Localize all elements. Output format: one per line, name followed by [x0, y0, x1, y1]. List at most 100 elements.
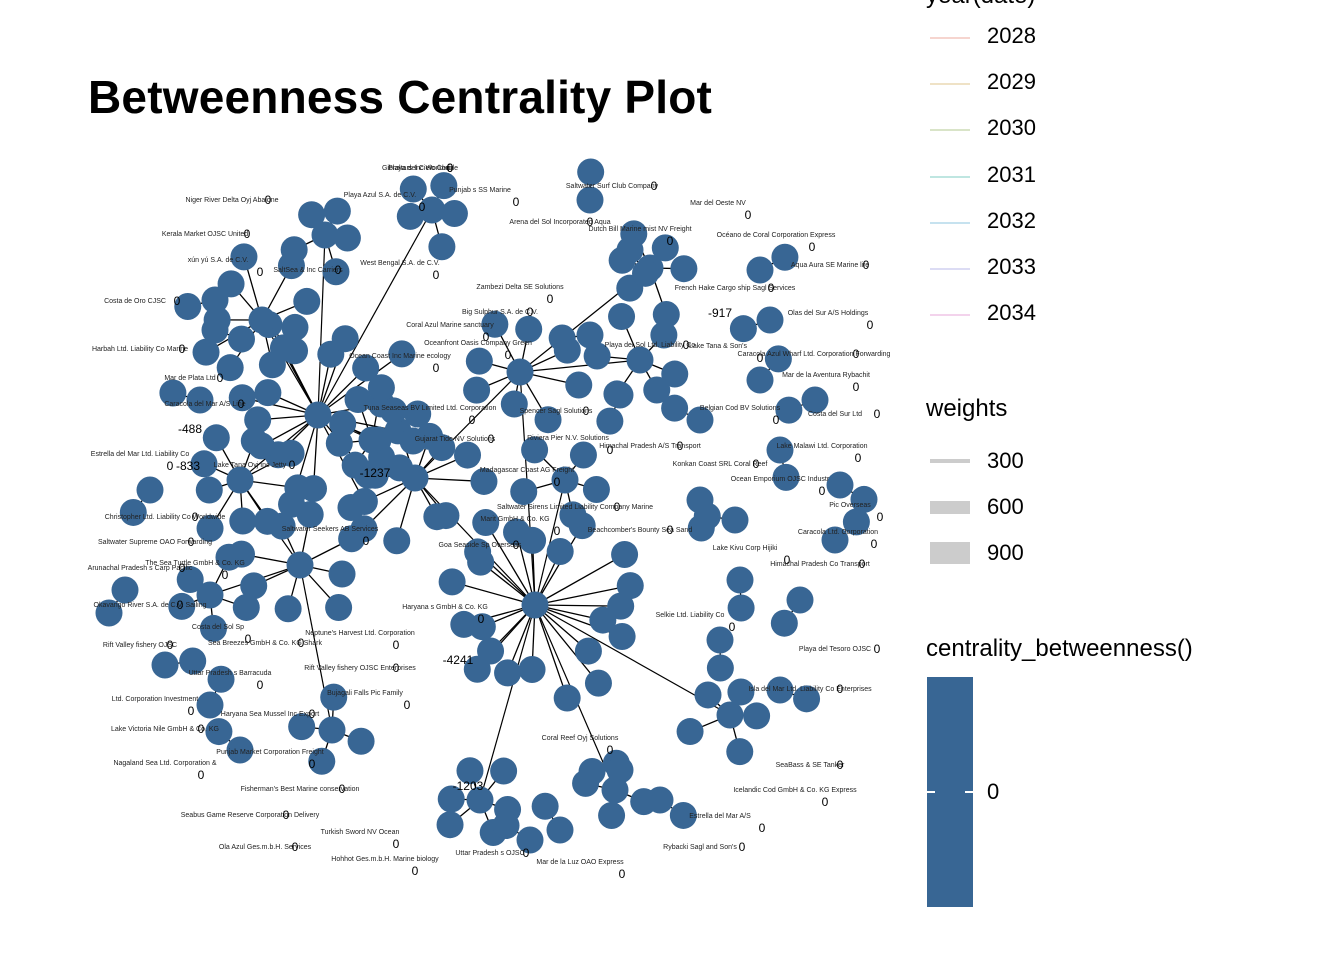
node — [606, 756, 634, 784]
node — [190, 450, 218, 478]
node — [616, 236, 644, 264]
node-label: Belgian Cod BV Solutions — [700, 405, 781, 412]
node-label: xún yú S.A. de C.V. — [188, 257, 248, 264]
node — [304, 401, 332, 429]
node-score: -488 — [178, 422, 202, 436]
node — [281, 337, 309, 365]
node-score: 0 — [505, 348, 512, 362]
node — [195, 476, 223, 504]
node-label: Himachal Pradesh A/S Transport — [599, 443, 701, 450]
node-label: Mar de la Aventura Rybachit — [782, 372, 870, 379]
node-label: Arena del Sol Incorporated Aqua — [509, 219, 610, 226]
node-label: Neptune's Harvest Ltd. Corporation — [305, 630, 415, 637]
node-label: Aqua Aura SE Marine life — [791, 262, 869, 269]
node-score: 0 — [513, 195, 520, 209]
node — [151, 651, 179, 679]
node — [611, 540, 639, 568]
node-score: 0 — [784, 553, 791, 567]
node — [477, 637, 505, 665]
node-label: Niger River Delta Oyj Abalone — [186, 197, 279, 204]
node — [721, 506, 749, 534]
node-label: Marit GmbH & Co. KG — [480, 516, 549, 523]
legend-year-swatch — [930, 129, 970, 132]
node-label: Beachcomber's Bounty Sea Sand — [588, 527, 693, 534]
node-score: 0 — [292, 840, 299, 854]
node — [607, 592, 635, 620]
node — [608, 623, 636, 651]
node-label: Ola Azul Ges.m.b.H. Services — [219, 844, 312, 851]
node-label: Costa de Oro CJSC — [104, 298, 166, 305]
node-label: Icelandic Cod GmbH & Co. KG Express — [733, 787, 857, 794]
node — [598, 801, 626, 829]
node-label: Playa del Cielo Corp — [388, 165, 452, 172]
node-label: Lake Tana Oyj Inc Jetty — [214, 462, 287, 469]
node — [534, 406, 562, 434]
node — [202, 424, 230, 452]
legend-year-swatch — [930, 268, 970, 270]
node — [284, 474, 312, 502]
node — [490, 757, 518, 785]
node-label: Lake Victoria Nile GmbH & Co. KG — [111, 726, 219, 733]
node-score: 0 — [753, 457, 760, 471]
node — [430, 172, 458, 200]
edge — [317, 209, 433, 416]
node-score: -917 — [708, 306, 732, 320]
edge — [479, 604, 536, 801]
node — [546, 537, 574, 565]
node — [801, 386, 829, 414]
node-score: 0 — [393, 638, 400, 652]
node-score: 0 — [768, 281, 775, 295]
node-score: 0 — [614, 500, 621, 514]
node-score: 0 — [222, 568, 229, 582]
node — [596, 407, 624, 435]
node — [772, 463, 800, 491]
edge — [451, 581, 536, 606]
node — [136, 476, 164, 504]
node — [331, 325, 359, 353]
node — [386, 454, 414, 482]
node — [341, 451, 369, 479]
node — [95, 599, 123, 627]
node — [652, 300, 680, 328]
legend-year-item: 2034 — [926, 295, 1126, 335]
node-label: Isla del Mar Ltd. Liability Co Enterpris… — [748, 686, 872, 693]
node — [518, 656, 546, 684]
node — [574, 637, 602, 665]
node-label: Madagascar Coast AG Freight — [480, 467, 574, 474]
node-score: 0 — [433, 361, 440, 375]
edge — [534, 604, 621, 607]
node-label: Saltwater Sirens Limited Liability Compa… — [497, 504, 653, 511]
node — [207, 665, 235, 693]
node — [516, 826, 544, 854]
node — [548, 324, 576, 352]
node-score: 0 — [513, 538, 520, 552]
node-label: Mar de la Luz OAO Express — [536, 859, 624, 866]
edge — [317, 353, 403, 416]
node-label: Caracola del Mar A/S Line — [164, 401, 245, 408]
node-score: 0 — [837, 682, 844, 696]
node-score: 0 — [667, 523, 674, 537]
node-label: Arunachal Pradesh s Carp Pacific — [88, 565, 193, 572]
node-score: 0 — [877, 510, 884, 524]
node-score: 0 — [874, 642, 881, 656]
node — [216, 354, 244, 382]
node-label: Punjab Market Corporation Freight — [216, 749, 323, 756]
edge — [534, 553, 625, 606]
node-score: -833 — [176, 459, 200, 473]
legend-weights-swatch — [930, 542, 970, 564]
node-score: 0 — [198, 722, 205, 736]
node — [320, 683, 348, 711]
node — [228, 384, 256, 412]
node-score: 0 — [837, 758, 844, 772]
node-score: 0 — [265, 193, 272, 207]
legend-weights-item: 300 — [926, 438, 1126, 484]
node — [454, 441, 482, 469]
node-label: Caracola Ltd. Corporation — [798, 529, 878, 536]
node — [565, 371, 593, 399]
node — [608, 303, 636, 331]
node-label: Himachal Pradesh Co Transport — [770, 561, 870, 568]
node-score: 0 — [527, 305, 534, 319]
node — [308, 747, 336, 775]
node — [727, 678, 755, 706]
node — [481, 310, 509, 338]
